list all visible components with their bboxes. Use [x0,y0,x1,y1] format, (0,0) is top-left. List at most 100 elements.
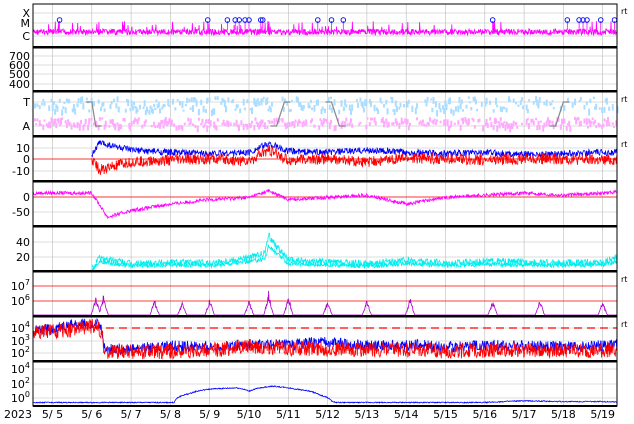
away-mark [301,122,304,128]
toward-mark [150,107,153,113]
toward-mark [438,102,441,109]
toward-mark [148,109,151,115]
away-mark [590,121,593,124]
away-mark [559,124,562,130]
toward-mark [390,96,393,99]
toward-mark [522,105,525,110]
toward-mark [519,100,522,106]
toward-mark [220,101,223,105]
toward-mark [458,96,461,104]
away-mark [380,118,383,123]
toward-mark [232,99,235,103]
toward-mark [151,109,154,114]
toward-mark [495,97,498,105]
toward-mark [377,109,380,114]
flare-marker [580,17,586,23]
toward-mark [436,109,439,117]
away-mark [566,123,569,126]
away-mark [337,118,340,122]
away-mark [204,119,207,124]
toward-mark [431,107,434,113]
away-mark [471,117,474,121]
toward-mark [255,99,258,107]
sector-transition-line [85,101,570,127]
toward-mark [313,104,316,112]
toward-mark [355,98,358,102]
away-mark [170,119,173,126]
away-mark [249,123,252,128]
away-mark [54,118,57,124]
toward-mark [452,109,455,116]
x-tick-label: 5/13 [355,408,380,421]
toward-mark [327,97,330,103]
toward-mark [194,98,197,101]
away-mark [281,118,284,123]
toward-mark [281,96,284,102]
away-mark [163,119,166,126]
away-mark [383,120,386,128]
away-mark [328,122,331,130]
away-mark [245,123,248,127]
x-tick-label: 5/12 [315,408,340,421]
away-mark [177,125,180,131]
toward-mark [301,106,304,112]
away-mark [273,118,276,125]
flare-marker [315,17,321,23]
toward-mark [496,104,499,108]
away-mark [484,122,487,127]
away-mark [579,120,582,126]
flare-marker [258,17,264,23]
away-mark [55,122,58,129]
toward-mark [167,99,170,107]
toward-mark [443,107,446,114]
toward-mark [153,103,156,108]
away-mark [286,122,289,129]
away-mark [526,118,529,121]
away-mark [103,124,106,130]
away-mark [58,124,61,127]
away-mark [423,123,426,127]
away-mark [253,124,256,131]
toward-mark [350,109,353,115]
toward-mark [214,96,217,100]
away-mark [592,121,595,125]
away-mark [154,125,157,129]
toward-mark [365,99,368,107]
toward-mark [351,104,354,111]
away-mark [299,121,302,124]
toward-mark [398,107,401,110]
away-mark [392,122,395,126]
x-tick-label: 5/10 [237,408,262,421]
away-mark [536,125,539,131]
away-mark [222,119,225,124]
away-mark [260,119,263,125]
toward-mark [430,98,433,101]
toward-mark [474,99,477,105]
away-mark [61,117,64,120]
away-mark [240,120,243,126]
toward-mark [204,109,207,113]
toward-mark [82,103,85,110]
away-mark [492,125,495,131]
toward-mark [97,99,100,104]
away-mark [45,123,48,127]
toward-mark [414,107,417,115]
x-tick-label: 5/19 [590,408,615,421]
toward-mark [601,107,604,114]
toward-mark [213,108,216,115]
toward-mark [454,106,457,112]
away-mark [35,123,38,126]
away-mark [256,122,259,128]
away-mark [490,122,493,128]
toward-mark [72,104,75,111]
toward-mark [266,97,269,105]
away-mark [128,122,131,129]
toward-mark [250,107,253,115]
away-mark [296,121,299,127]
away-mark [42,124,45,131]
toward-mark [520,97,523,101]
away-mark [36,118,39,122]
away-mark [291,121,294,126]
away-mark [207,118,210,125]
away-mark [405,119,408,125]
